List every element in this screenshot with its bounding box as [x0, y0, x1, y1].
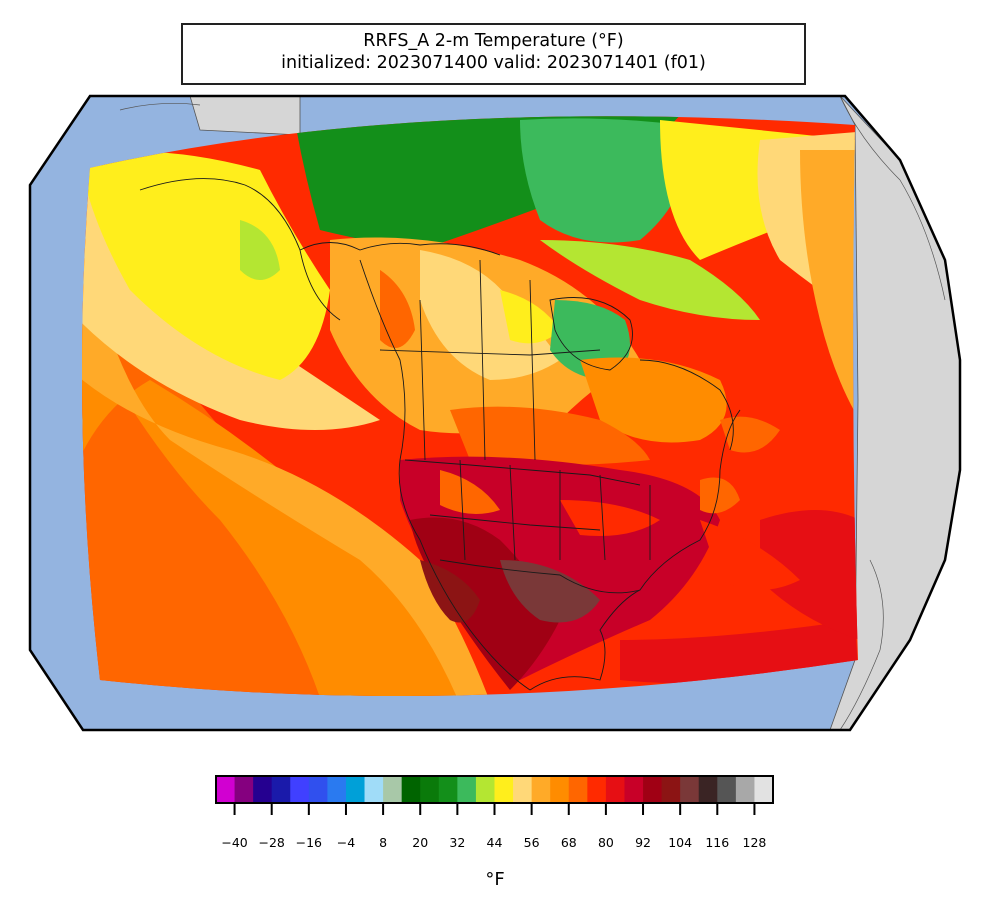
colorbar-swatch: [457, 776, 477, 803]
colorbar-tick-label: −4: [337, 835, 355, 850]
colorbar-swatch: [624, 776, 644, 803]
title-line-1: RRFS_A 2-m Temperature (°F): [363, 31, 624, 51]
colorbar-ticks: −40 −28 −16 −4 8 20 32 44 56 68 80 92 104 116 128: [221, 803, 766, 850]
colorbar-tick-label: −28: [259, 835, 285, 850]
colorbar-swatch: [754, 776, 774, 803]
colorbar-tick-label: 56: [524, 835, 540, 850]
colorbar-swatch: [327, 776, 347, 803]
colorbar-swatch: [643, 776, 662, 803]
colorbar-tick-label: −40: [221, 835, 247, 850]
temperature-field: [82, 116, 858, 696]
colorbar-swatch: [494, 776, 514, 803]
colorbar-tick-label: −16: [296, 835, 322, 850]
colorbar-swatch: [717, 776, 737, 803]
colorbar-tick-label: 32: [449, 835, 465, 850]
land-outside-arctic: [189, 96, 301, 136]
colorbar-swatch: [661, 776, 681, 803]
map-border: [28, 94, 962, 732]
colorbar-swatch: [680, 776, 700, 803]
colorbar-swatch: [216, 776, 235, 803]
colorbar-swatch: [550, 776, 570, 803]
colorbar-tick-label: 20: [412, 835, 428, 850]
colorbar-swatch: [345, 776, 365, 803]
colorbar-tick-label: 8: [379, 835, 387, 850]
colorbar-tick-label: 128: [743, 835, 767, 850]
colorbar-swatch: [531, 776, 551, 803]
colorbar-unit-label: °F: [485, 869, 504, 890]
colorbar-swatch: [587, 776, 607, 803]
colorbar-swatch: [364, 776, 384, 803]
colorbar-swatch: [605, 776, 625, 803]
outside-coastlines: [119, 96, 946, 730]
colorbar-swatch: [475, 776, 495, 803]
colorbar-swatch: [308, 776, 328, 803]
colorbar-swatch: [513, 776, 533, 803]
colorbar-swatch: [568, 776, 588, 803]
colorbar-swatch: [234, 776, 254, 803]
map-frame: [30, 96, 960, 730]
colorbar-swatch: [735, 776, 755, 803]
colorbar: [215, 775, 774, 804]
coastlines-and-borders: [139, 178, 741, 691]
colorbar-swatch: [401, 776, 421, 803]
colorbar-tick-label: 116: [705, 835, 729, 850]
colorbar-swatch: [438, 776, 458, 803]
colorbar-tick-label: 104: [668, 835, 692, 850]
colorbar-swatch: [420, 776, 440, 803]
map-title: RRFS_A 2-m Temperature (°F) initialized:…: [181, 23, 806, 85]
colorbar-swatch: [698, 776, 718, 803]
colorbar-tick-label: 44: [487, 835, 503, 850]
colorbar-tick-label: 80: [598, 835, 614, 850]
colorbar-tick-label: 92: [635, 835, 651, 850]
title-line-2: initialized: 2023071400 valid: 202307140…: [281, 53, 706, 73]
colorbar-swatch: [290, 776, 310, 803]
colorbar-swatch: [253, 776, 273, 803]
colorbar-swatch: [383, 776, 403, 803]
colorbar-swatch: [271, 776, 291, 803]
colorbar-tick-label: 68: [561, 835, 577, 850]
